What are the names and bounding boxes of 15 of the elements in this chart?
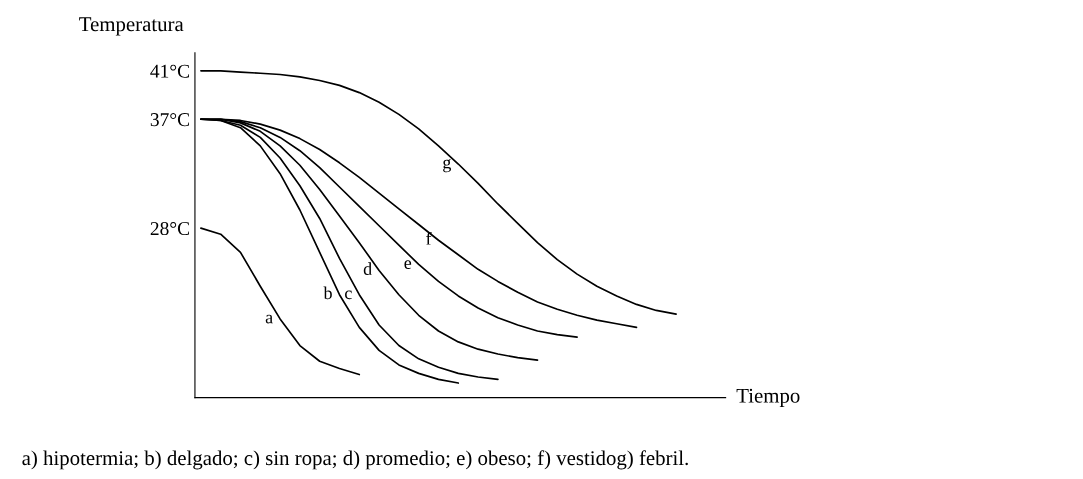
series-label: g [443, 159, 452, 173]
y-axis-title: Temperatura [79, 17, 184, 36]
line-series [200, 227, 361, 376]
x-axis-title: Tiempo [736, 388, 800, 408]
y-tick-label: 37°C [150, 113, 190, 127]
series-label: c [345, 290, 352, 300]
y-tick-label: 41°C [150, 64, 190, 78]
y-tick-label: 28°C [150, 221, 190, 236]
text: a) hipotermia; b) delgado; c) sin ropa; d) promedio; e) obeso; f) vestidog) febril. [22, 450, 688, 470]
series-label: e [404, 260, 412, 269]
series-label: f [426, 231, 432, 245]
series-label: a [265, 314, 273, 324]
series-label: d [363, 262, 372, 276]
line-series [200, 70, 677, 315]
series-label: b [323, 286, 332, 300]
